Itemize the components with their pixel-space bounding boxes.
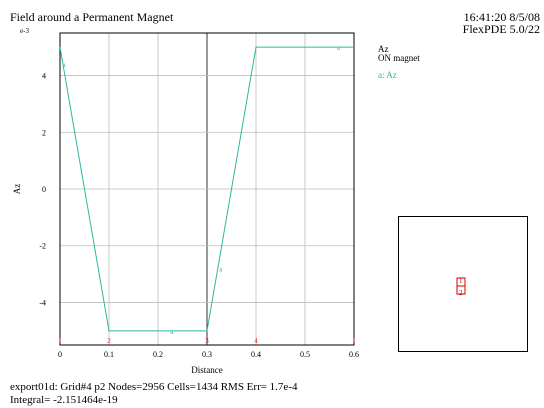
run-stats: export01d: Grid#4 p2 Nodes=2956 Cells=14… — [10, 381, 298, 393]
y-multiplier-label: e-3 — [20, 27, 29, 35]
x-axis-label: Distance — [191, 365, 223, 375]
series-point-label: a — [62, 61, 66, 69]
plot-title: Field around a Permanent Magnet — [10, 10, 174, 24]
plot-frame — [59, 32, 355, 346]
x-tick-label: 0.5 — [300, 350, 310, 359]
x-tick-label: 0.1 — [104, 350, 114, 359]
x-tick-label: 0.6 — [349, 350, 359, 359]
integral-value: Integral= -2.151464e-19 — [10, 394, 118, 406]
series-line-az — [59, 46, 354, 332]
grid-lines — [59, 33, 355, 345]
region-marker: 2 — [107, 337, 111, 345]
x-tick-label: 0.4 — [251, 350, 261, 359]
inset-label-2: 2 — [459, 289, 463, 297]
legend-state: ON magnet — [378, 53, 420, 63]
axes — [59, 32, 355, 346]
inset-frame — [398, 216, 528, 352]
x-tick-label: 0.3 — [202, 350, 212, 359]
legend-variable: Az — [378, 44, 389, 54]
region-marker: 3 — [205, 337, 209, 345]
y-tick-label: -4 — [39, 298, 46, 307]
y-axis-label: Az — [12, 184, 22, 195]
y-tick-label: 0 — [42, 185, 46, 194]
region-marker: 4 — [254, 337, 258, 345]
timestamp: 16:41:20 8/5/08 — [463, 10, 540, 24]
series-point-label: a — [219, 265, 223, 273]
y-tick-label: 4 — [42, 72, 46, 81]
legend-series: a: Az — [378, 70, 397, 80]
y-tick-label: -2 — [39, 242, 46, 251]
x-tick-label: 0.2 — [153, 350, 163, 359]
software-version: FlexPDE 5.0/22 — [462, 22, 540, 36]
labels-layer: 0 0.1 0.2 0.3 0.4 0.5 0.6 4 2 0 -2 -4 Distance Az e-3 a… — [12, 27, 359, 375]
inset-label-1: 1 — [459, 277, 463, 285]
geometry-inset: 1 2 — [398, 216, 528, 352]
y-tick-label: 2 — [42, 128, 46, 137]
series-layer — [59, 46, 354, 332]
series-point-label: a — [170, 328, 174, 336]
region-marker: 1 — [352, 337, 356, 345]
x-tick-label: 0 — [58, 350, 62, 359]
region-marker: 1 — [58, 337, 62, 345]
series-point-label: a — [337, 44, 341, 52]
